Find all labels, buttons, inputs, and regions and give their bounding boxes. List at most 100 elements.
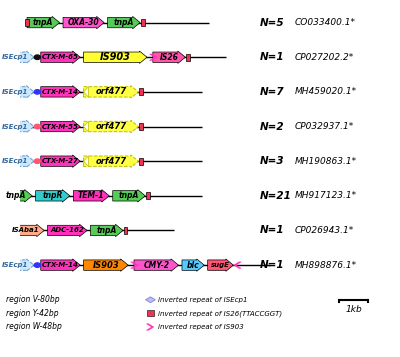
Text: region V-80bp: region V-80bp [6,295,60,304]
Polygon shape [84,86,138,98]
Polygon shape [134,259,178,271]
Text: ADC-162: ADC-162 [50,227,84,233]
Text: CTX-M-27: CTX-M-27 [42,158,79,164]
Text: tnpR: tnpR [42,191,63,200]
Polygon shape [63,16,104,29]
Text: inverted repeat of IS26(TTACCGGT): inverted repeat of IS26(TTACCGGT) [158,310,282,317]
Polygon shape [36,190,70,202]
Text: N=7: N=7 [260,87,285,97]
Polygon shape [234,262,241,268]
Text: N=2: N=2 [260,121,285,131]
Polygon shape [84,120,138,133]
Text: orf477: orf477 [96,87,126,96]
Polygon shape [41,120,80,133]
Polygon shape [84,155,138,167]
Bar [25,19,29,26]
Text: orf477: orf477 [96,122,126,131]
Polygon shape [153,51,186,64]
Polygon shape [84,259,128,271]
Text: N=1: N=1 [260,52,285,62]
Text: blc: blc [187,261,200,270]
Bar [124,227,127,234]
Text: inverted repeat of IS903: inverted repeat of IS903 [158,324,244,330]
Text: TEM-1: TEM-1 [78,191,104,200]
Text: CO033400.1*: CO033400.1* [294,18,355,27]
Text: MH459020.1*: MH459020.1* [294,87,356,96]
Text: N=1: N=1 [260,226,285,236]
Circle shape [34,55,40,60]
Polygon shape [0,86,34,98]
Polygon shape [182,259,204,271]
Polygon shape [48,224,87,237]
Polygon shape [0,51,34,64]
Polygon shape [84,156,88,166]
Polygon shape [113,190,145,202]
Text: CTX-M-14: CTX-M-14 [42,262,79,268]
Polygon shape [108,16,140,29]
Text: CP027202.2*: CP027202.2* [294,53,354,62]
Text: CTX-M-55: CTX-M-55 [42,124,79,130]
Text: ISEcp1: ISEcp1 [2,54,28,60]
Polygon shape [41,51,80,64]
Polygon shape [73,190,109,202]
Bar [139,123,143,130]
Text: N=21: N=21 [260,191,292,201]
Text: N=1: N=1 [260,260,285,270]
Text: MH898876.1*: MH898876.1* [294,261,356,270]
Text: tnpA: tnpA [119,191,139,200]
Text: ISEcp1: ISEcp1 [2,89,28,95]
Polygon shape [6,224,44,237]
Polygon shape [41,155,80,167]
Text: N=5: N=5 [260,17,285,27]
Polygon shape [84,121,88,132]
Text: sugE: sugE [211,262,230,268]
Bar [147,311,154,316]
Text: CTX-M-65: CTX-M-65 [42,54,79,60]
Text: tnpA: tnpA [114,18,134,27]
Text: IS903: IS903 [92,261,119,270]
Circle shape [0,311,3,316]
Text: orf477: orf477 [96,157,126,166]
Text: CTX-M-14: CTX-M-14 [42,89,79,95]
Text: IS903: IS903 [100,52,131,62]
Text: MH917123.1*: MH917123.1* [294,191,356,200]
Polygon shape [208,259,233,271]
Text: tnpA: tnpA [33,18,54,27]
Polygon shape [0,120,34,133]
Text: tnpA: tnpA [96,226,117,235]
Text: ISEcp1: ISEcp1 [2,124,28,130]
Circle shape [34,90,40,94]
Text: inverted repeat of ISEcp1: inverted repeat of ISEcp1 [158,297,248,303]
Text: region W-48bp: region W-48bp [6,322,62,332]
Text: 1kb: 1kb [345,305,362,314]
Bar [139,158,143,165]
Polygon shape [130,262,138,268]
Polygon shape [146,297,155,303]
Polygon shape [0,155,34,167]
Text: CMY-2: CMY-2 [143,261,169,270]
Circle shape [34,124,40,129]
Polygon shape [90,224,123,237]
Bar [3,227,7,234]
Polygon shape [0,190,32,202]
Bar [186,54,190,61]
Text: tnpA: tnpA [6,191,26,200]
Circle shape [34,159,40,164]
Polygon shape [27,16,60,29]
Text: N=3: N=3 [260,156,285,166]
Polygon shape [84,51,147,64]
Bar [139,89,143,95]
Polygon shape [150,54,157,60]
Polygon shape [41,86,80,98]
Bar [146,192,150,199]
Polygon shape [0,259,34,271]
Polygon shape [146,324,154,330]
Text: ISEcp1: ISEcp1 [2,262,28,268]
Circle shape [34,263,40,267]
Circle shape [0,325,3,329]
Text: region Y-42bp: region Y-42bp [6,309,58,318]
Text: OXA-30: OXA-30 [68,18,100,27]
Polygon shape [41,259,80,271]
Text: CP026943.1*: CP026943.1* [294,226,354,235]
Circle shape [0,297,3,302]
